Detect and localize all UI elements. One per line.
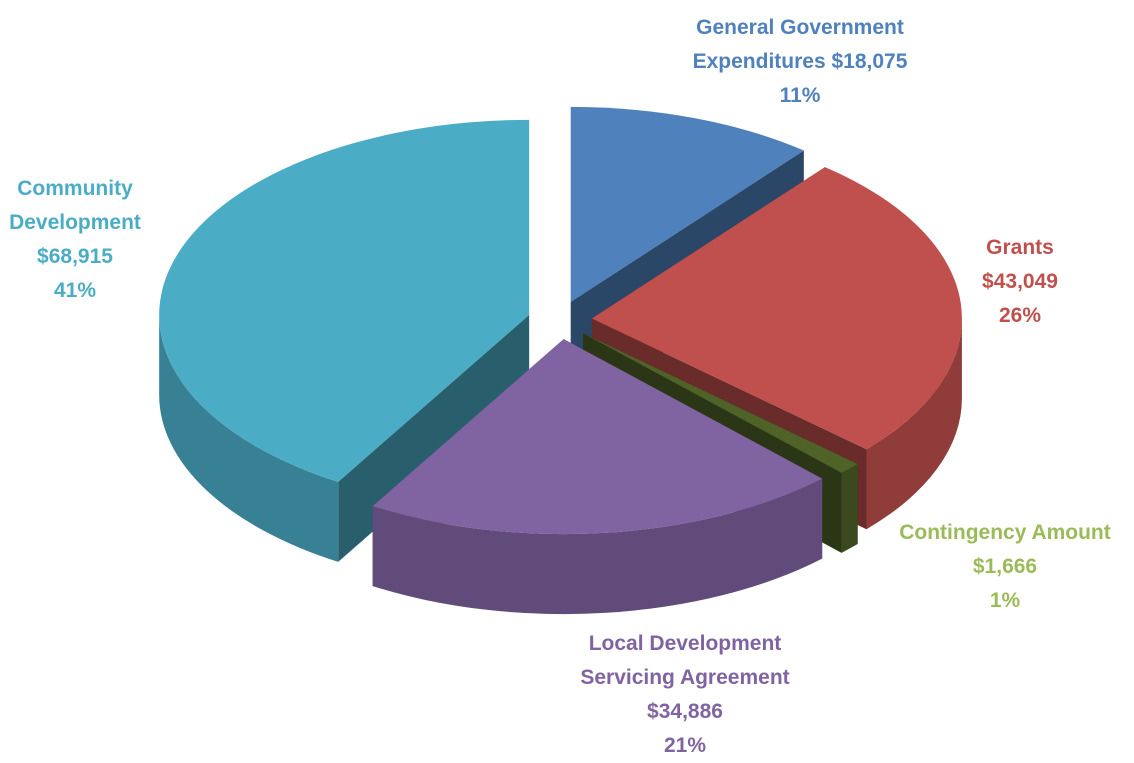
value-label: $68,915 — [37, 245, 113, 268]
slice-label: General Government Expenditures $18,075 1… — [665, 11, 935, 113]
percent-label: 41% — [53, 279, 97, 302]
slice-side — [372, 478, 823, 615]
category-name: Local Development Servicing Agreement — [580, 632, 790, 689]
category-name: Community Development — [9, 177, 141, 234]
category-name: Grants — [986, 236, 1054, 259]
slice-label: Grants $43,049 26% — [955, 231, 1085, 333]
value-label: $1,666 — [972, 555, 1038, 578]
slice-side — [159, 314, 339, 562]
slice-top — [591, 167, 962, 450]
slice-label: Community Development $68,915 41% — [0, 172, 155, 308]
percent-label: 21% — [663, 734, 707, 757]
value-label: $18,075 — [831, 50, 908, 73]
slice-side — [841, 464, 858, 553]
category-name: Contingency Amount — [899, 521, 1111, 544]
value-label: $43,049 — [982, 270, 1058, 293]
slice-top — [583, 333, 858, 473]
percent-label: 26% — [998, 304, 1042, 327]
slice-label: Contingency Amount $1,666 1% — [870, 516, 1134, 618]
percent-label: 1% — [989, 589, 1021, 612]
slice-label: Local Development Servicing Agreement $34… — [550, 627, 820, 763]
slice — [372, 339, 823, 615]
slice-top — [570, 106, 804, 302]
percent-label: 11% — [779, 84, 821, 107]
category-name: General Government Expenditures — [692, 16, 904, 73]
slice-top — [159, 119, 530, 482]
value-label: $34,886 — [647, 700, 723, 723]
slice-top — [372, 339, 823, 535]
slice-side — [866, 318, 962, 530]
